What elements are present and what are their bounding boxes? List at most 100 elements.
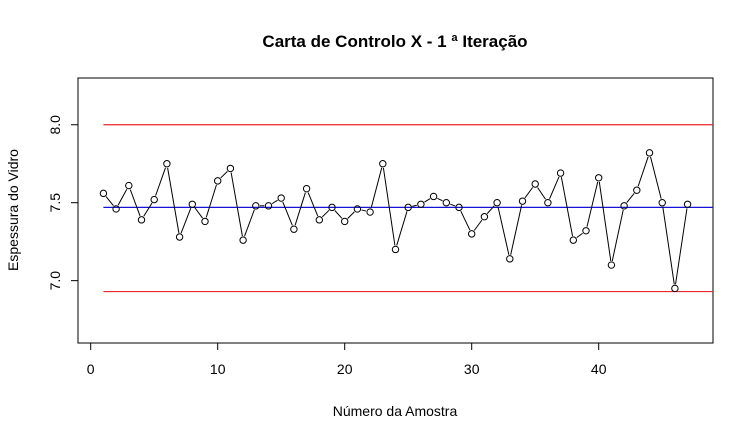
series-segment (675, 208, 688, 285)
data-point (252, 202, 260, 210)
plot-frame (77, 77, 714, 344)
data-point (480, 213, 489, 221)
series-segment (598, 181, 612, 261)
data-point (582, 227, 590, 235)
series-segment (510, 205, 523, 255)
series-segment (129, 189, 141, 217)
data-point (429, 192, 438, 201)
series-segment (167, 167, 180, 233)
data-series (99, 149, 692, 293)
data-point (341, 217, 349, 226)
data-point (226, 164, 235, 173)
series-segment (626, 193, 635, 203)
series-segment (650, 156, 662, 199)
series-segment (230, 172, 243, 237)
series-segment (396, 211, 408, 246)
data-point (683, 200, 692, 208)
data-point (277, 194, 285, 202)
data-point (188, 200, 197, 208)
series-segment (549, 176, 560, 200)
data-point (506, 255, 514, 263)
series-segment (537, 187, 546, 200)
data-point (544, 199, 552, 207)
data-point (633, 186, 641, 194)
series-segment (524, 187, 534, 199)
data-point (468, 230, 476, 238)
series-segment (271, 199, 278, 205)
series-segment (194, 207, 203, 219)
y-tick-label: 8.0 (47, 115, 63, 135)
data-point (531, 180, 539, 188)
data-point (620, 202, 628, 210)
data-point (99, 189, 108, 198)
series-segment (180, 207, 192, 234)
data-point (264, 202, 273, 210)
data-point (417, 200, 425, 208)
control-lines (103, 124, 713, 293)
data-point (404, 203, 412, 212)
series-segment (307, 192, 319, 217)
data-point (569, 236, 577, 244)
series-segment (497, 206, 510, 255)
series-segment (560, 177, 574, 237)
data-point (455, 203, 463, 212)
series-segment (294, 192, 306, 226)
data-point (214, 177, 222, 185)
data-point (328, 203, 336, 212)
data-point (175, 233, 184, 241)
data-point (315, 216, 323, 224)
data-point (290, 225, 298, 233)
series-segment (155, 167, 166, 196)
series-segment (370, 167, 383, 209)
series-segment (334, 210, 343, 219)
y-tick-label: 7.5 (47, 193, 63, 213)
series-segment (460, 210, 471, 231)
series-segment (437, 197, 443, 202)
data-point (150, 195, 158, 204)
series-segment (412, 204, 417, 207)
series-segment (143, 202, 153, 217)
series-segment (637, 156, 649, 187)
data-point (658, 199, 666, 207)
y-tick-label: 7.0 (47, 271, 63, 291)
data-point (112, 205, 120, 213)
data-point (556, 169, 565, 177)
chart-title: Carta de Controlo X - 1 ª Iteração (262, 32, 527, 51)
x-tick-label: 10 (210, 361, 226, 377)
series-segment (282, 201, 293, 226)
data-point (671, 284, 679, 293)
series-segment (424, 198, 431, 203)
x-tick-label: 40 (591, 361, 607, 377)
series-segment (220, 170, 228, 179)
data-point (366, 208, 374, 216)
series-segment (611, 209, 624, 262)
series-segment (586, 181, 599, 227)
data-point (163, 160, 171, 168)
series-segment (117, 189, 128, 206)
series-segment (105, 196, 114, 207)
x-axis-label: Número da Amostra (333, 403, 458, 419)
data-point (239, 236, 247, 244)
data-point (595, 174, 603, 182)
series-segment (205, 184, 217, 218)
data-point (518, 197, 527, 205)
data-point (391, 245, 400, 254)
data-point (442, 199, 450, 207)
series-segment (473, 219, 483, 231)
series-segment (347, 211, 355, 219)
y-axis-label: Espessura do Vidro (5, 149, 21, 271)
data-point (493, 199, 501, 207)
data-point (201, 217, 209, 226)
data-point (302, 184, 311, 193)
series-segment (321, 209, 330, 218)
series-segment (382, 167, 396, 246)
x-tick-label: 30 (464, 361, 480, 377)
series-segment (244, 209, 255, 237)
data-point (353, 205, 362, 213)
series-segment (576, 232, 583, 239)
axes: 0 10 20 30 40 7.0 7.5 8.0 (47, 115, 607, 377)
x-tick-label: 20 (337, 361, 353, 377)
data-point (137, 216, 146, 224)
data-point (645, 149, 654, 157)
data-point (379, 160, 387, 168)
